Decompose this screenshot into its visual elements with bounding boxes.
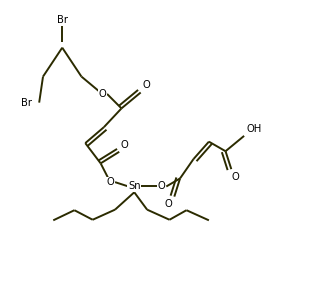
Text: O: O bbox=[106, 177, 114, 187]
Text: O: O bbox=[99, 89, 106, 99]
Text: O: O bbox=[165, 199, 173, 209]
Text: O: O bbox=[232, 172, 240, 182]
Text: OH: OH bbox=[247, 124, 262, 134]
Text: Br: Br bbox=[57, 15, 68, 25]
Text: Sn: Sn bbox=[128, 182, 141, 192]
Text: O: O bbox=[142, 80, 150, 90]
Text: O: O bbox=[121, 140, 129, 150]
Text: O: O bbox=[158, 182, 165, 192]
Text: Br: Br bbox=[21, 98, 32, 108]
